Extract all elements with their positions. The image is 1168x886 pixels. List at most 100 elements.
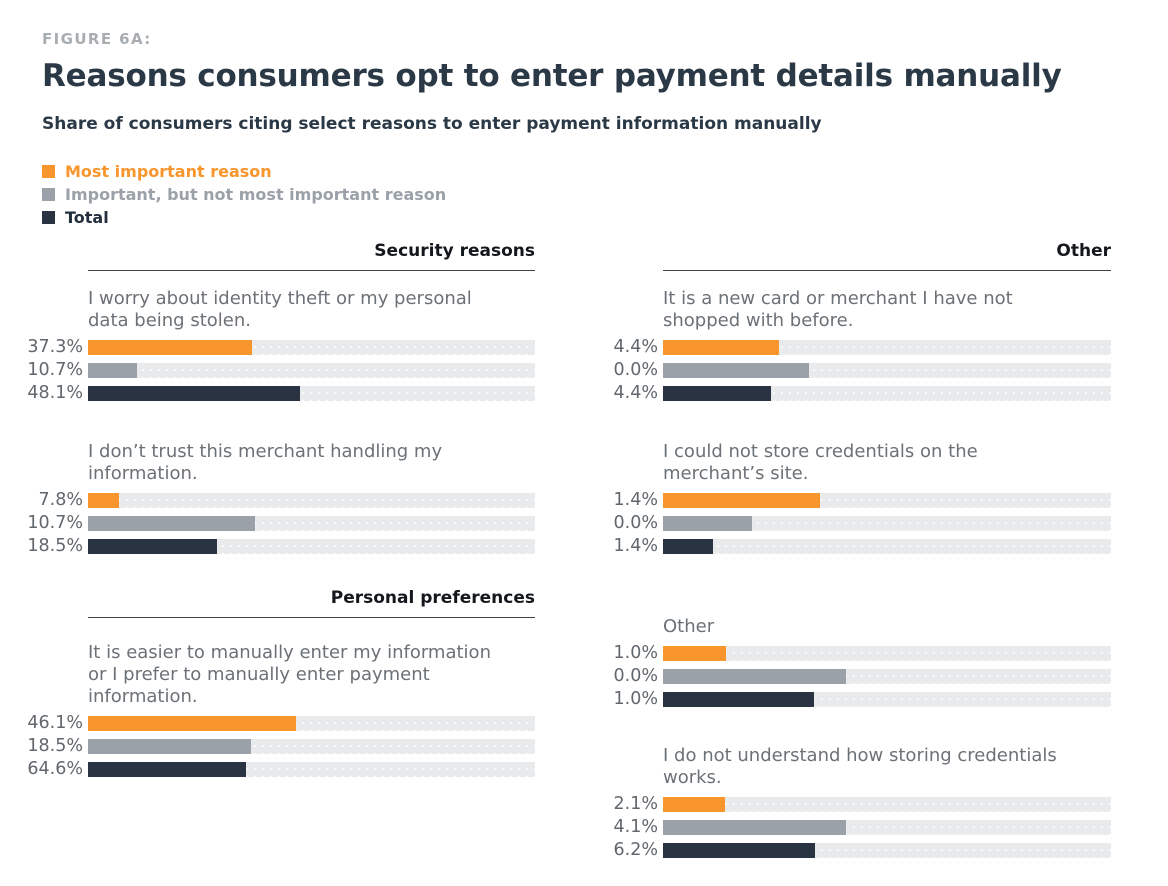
bar-fill-important	[663, 363, 810, 378]
section-header-personal-preferences: Personal preferences	[88, 588, 535, 618]
percent-label: 6.2%	[613, 840, 658, 860]
question-text: It is a new card or merchant I have not …	[663, 288, 1013, 331]
figure-subtitle: Share of consumers citing select reasons…	[42, 114, 822, 134]
percent-label: 37.3%	[27, 337, 83, 357]
bar-row: 0.0%	[593, 666, 1111, 686]
bar-row: 2.1%	[593, 794, 1111, 814]
bar-group: 4.4% 0.0% 4.4%	[593, 338, 1111, 403]
question-text: It is easier to manually enter my inform…	[88, 642, 491, 707]
bar-fill-important	[663, 516, 753, 531]
percent-label: 10.7%	[27, 360, 83, 380]
legend: Most important reason Important, but not…	[42, 160, 1168, 229]
legend-item-total: Total	[42, 206, 1168, 229]
percent-label: 1.4%	[613, 490, 658, 510]
bar-fill-total	[663, 843, 815, 858]
bar-fill-most-important	[88, 340, 253, 355]
bar-fill-important	[663, 820, 847, 835]
percent-label: 4.1%	[613, 817, 658, 837]
bar-row: 1.0%	[593, 689, 1111, 709]
bar-track	[663, 539, 1111, 554]
bar-row: 7.8%	[18, 490, 535, 510]
legend-swatch-most-important-icon	[42, 165, 55, 178]
bar-fill-most-important	[663, 797, 726, 812]
bar-fill-total	[663, 386, 771, 401]
bar-track	[663, 843, 1111, 858]
bar-track	[663, 669, 1111, 684]
page-title: Reasons consumers opt to enter payment d…	[42, 58, 1062, 94]
bar-track	[88, 493, 535, 508]
bar-fill-most-important	[663, 646, 727, 661]
bar-row: 18.5%	[18, 736, 535, 756]
bar-fill-most-important	[88, 493, 120, 508]
figure-header: FIGURE 6A: Reasons consumers opt to ente…	[0, 0, 1168, 134]
percent-label: 2.1%	[613, 794, 658, 814]
percent-label: 48.1%	[27, 383, 83, 403]
section-header-other: Other	[663, 241, 1111, 271]
percent-label: 1.0%	[613, 643, 658, 663]
bar-fill-total	[663, 692, 814, 707]
chart-column-right: Other It is a new card or merchant I hav…	[593, 241, 1111, 860]
legend-swatch-important-icon	[42, 188, 55, 201]
percent-label: 0.0%	[613, 360, 658, 380]
bar-fill-total	[88, 386, 300, 401]
bar-row: 1.0%	[593, 643, 1111, 663]
bar-row: 1.4%	[593, 490, 1111, 510]
bar-track	[88, 716, 535, 731]
bar-row: 4.1%	[593, 817, 1111, 837]
bar-fill-total	[88, 539, 218, 554]
bar-row: 1.4%	[593, 536, 1111, 556]
bar-track	[88, 340, 535, 355]
bar-track	[663, 692, 1111, 707]
bar-row: 18.5%	[18, 536, 535, 556]
percent-label: 4.4%	[613, 383, 658, 403]
chart-area: Security reasons I worry about identity …	[18, 241, 1168, 860]
bar-row: 6.2%	[593, 840, 1111, 860]
bar-row: 10.7%	[18, 514, 535, 532]
percent-label: 7.8%	[38, 490, 83, 510]
bar-group: 46.1% 18.5% 64.6%	[18, 713, 535, 779]
percent-label: 1.0%	[613, 689, 658, 709]
bar-row: 0.0%	[593, 514, 1111, 532]
bar-row: 48.1%	[18, 383, 535, 403]
bar-track	[663, 386, 1111, 401]
bar-track	[663, 363, 1111, 378]
bar-row: 4.4%	[593, 338, 1111, 356]
question-text: I worry about identity theft or my perso…	[88, 288, 472, 331]
bar-fill-important	[88, 363, 138, 378]
question-text: Other	[663, 616, 715, 637]
bar-track	[88, 739, 535, 754]
bar-group: 37.3% 10.7% 48.1%	[18, 337, 535, 403]
question-text: I do not understand how storing credenti…	[663, 745, 1057, 788]
bar-group: 1.0% 0.0% 1.0%	[593, 643, 1111, 709]
percent-label: 46.1%	[27, 713, 83, 733]
bar-track	[88, 386, 535, 401]
percent-label: 18.5%	[27, 536, 83, 556]
bar-fill-total	[88, 762, 246, 777]
bar-fill-total	[663, 539, 714, 554]
bar-fill-most-important	[663, 340, 780, 355]
bar-row: 46.1%	[18, 713, 535, 733]
bar-fill-important	[663, 669, 847, 684]
legend-label: Important, but not most important reason	[65, 185, 447, 204]
bar-row: 0.0%	[593, 360, 1111, 380]
bar-fill-important	[88, 739, 252, 754]
question-text: I could not store credentials on the mer…	[663, 441, 978, 484]
percent-label: 64.6%	[27, 759, 83, 779]
legend-item-important: Important, but not most important reason	[42, 183, 1168, 206]
bar-group: 1.4% 0.0% 1.4%	[593, 490, 1111, 556]
bar-row: 64.6%	[18, 759, 535, 779]
bar-row: 37.3%	[18, 337, 535, 357]
section-header-security-reasons: Security reasons	[88, 241, 535, 271]
percent-label: 18.5%	[27, 736, 83, 756]
bar-row: 10.7%	[18, 360, 535, 380]
chart-column-left: Security reasons I worry about identity …	[18, 241, 535, 858]
question-text: I don’t trust this merchant handling my …	[88, 441, 443, 484]
bar-fill-most-important	[88, 716, 296, 731]
legend-label: Total	[65, 208, 109, 227]
bar-fill-most-important	[663, 493, 821, 508]
percent-label: 1.4%	[613, 536, 658, 556]
figure-number: FIGURE 6A:	[42, 30, 152, 48]
legend-item-most-important: Most important reason	[42, 160, 1168, 183]
percent-label: 0.0%	[613, 666, 658, 686]
bar-track	[663, 340, 1111, 355]
